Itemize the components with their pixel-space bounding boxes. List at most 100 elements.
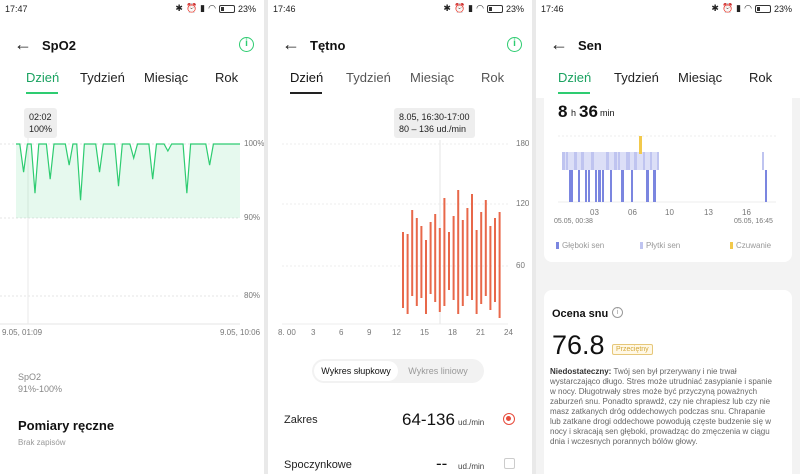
legend-awake-label: Czuwanie — [736, 241, 772, 250]
light-sleep-segment — [574, 152, 577, 170]
sleep-score-card: Ocena snu i 76.8 Przeciętny — [544, 290, 792, 474]
heart-rate-bar — [452, 216, 455, 300]
tab-month[interactable]: Miesiąc — [678, 70, 723, 85]
y-label-90: 90% — [244, 213, 261, 222]
battery-icon — [218, 4, 235, 13]
line-chart-option[interactable]: Wykres liniowy — [408, 366, 468, 376]
heart-rate-bar — [480, 212, 483, 304]
battery-level: 23% — [773, 3, 792, 14]
deep-sleep-segment — [569, 170, 573, 202]
alarm-icon: ⏰ — [453, 3, 466, 13]
x-label-end: 05.05, 16:45 — [734, 218, 773, 225]
status-time: 17:46 — [541, 4, 564, 14]
heart-rate-bar — [434, 214, 437, 302]
heart-rate-bar — [406, 234, 409, 314]
tab-week[interactable]: Tydzień — [614, 70, 659, 85]
range-unit: ud./min — [458, 418, 485, 427]
header-bg — [536, 18, 800, 98]
page-title: Sen — [578, 38, 602, 53]
tab-week[interactable]: Tydzień — [346, 70, 391, 85]
light-sleep-segment — [650, 152, 652, 170]
info-icon[interactable]: i — [507, 37, 522, 52]
back-arrow-icon[interactable]: ← — [550, 34, 568, 54]
heart-rate-bar — [475, 230, 478, 314]
summary-label: SpO2 — [18, 372, 42, 382]
battery-icon — [486, 4, 503, 13]
duration-minutes: 36 — [579, 102, 598, 121]
duration-hours: 8 — [558, 102, 568, 121]
deep-sleep-segment — [588, 170, 590, 202]
x-label-end: 9.05, 10:06 — [220, 328, 261, 337]
heart-rate-bar — [466, 208, 469, 296]
back-arrow-icon[interactable]: ← — [14, 34, 32, 54]
x-label: 21 — [476, 328, 485, 337]
legend-light-swatch — [640, 242, 643, 249]
x-label: 10 — [665, 208, 674, 217]
deep-sleep-segment — [610, 170, 612, 202]
resting-unit: ud./min — [458, 462, 485, 471]
range-radio[interactable] — [503, 413, 515, 425]
awake-segment — [639, 136, 642, 154]
status-time: 17:47 — [5, 4, 28, 14]
range-value: 64-136 — [402, 410, 455, 429]
tab-day[interactable]: Dzień — [290, 70, 324, 85]
heart-rate-bar — [457, 190, 460, 314]
light-sleep-segment — [618, 152, 620, 170]
status-time: 17:46 — [273, 4, 296, 14]
legend-light-label: Płytki sen — [646, 241, 681, 250]
x-labels: 8. 00 3 6 9 12 15 18 21 24 — [268, 328, 532, 338]
battery-icon — [754, 4, 771, 13]
sleep-chart-card: 8 h 36 min 03 06 10 13 16 05.05, 00:38 0… — [544, 96, 792, 262]
resting-checkbox[interactable] — [504, 458, 515, 469]
spo2-area — [16, 144, 240, 218]
x-label: 18 — [448, 328, 457, 337]
header: ← Tętno i — [268, 30, 532, 60]
legend-awake: Czuwanie — [730, 241, 771, 250]
tab-year[interactable]: Rok — [215, 70, 239, 85]
tab-month[interactable]: Miesiąc — [410, 70, 455, 85]
heart-rate-bar — [415, 218, 418, 306]
deep-sleep-segment — [598, 170, 601, 202]
light-sleep-segment — [562, 152, 565, 170]
score-badge: Przeciętny — [612, 344, 653, 355]
manual-title: Pomiary ręczne — [18, 418, 115, 433]
x-label-start: 9.05, 01:09 — [2, 328, 43, 337]
tab-indicator — [558, 92, 590, 94]
deep-sleep-segment — [602, 170, 604, 202]
tab-month[interactable]: Miesiąc — [144, 70, 189, 85]
heart-rate-bar — [402, 232, 404, 308]
tooltip-value: 100% — [29, 124, 53, 134]
deep-sleep-segment — [646, 170, 649, 202]
x-label: 8. 00 — [278, 328, 296, 337]
heart-rate-bar — [425, 240, 427, 314]
summary-value: 91%-100% — [18, 384, 63, 394]
info-icon[interactable]: i — [239, 37, 254, 52]
heart-rate-bar — [411, 210, 414, 296]
heart-rate-bars — [402, 190, 501, 318]
x-label: 13 — [704, 208, 713, 217]
alarm-icon: ⏰ — [721, 3, 734, 13]
score-title: Ocena snu — [552, 308, 609, 320]
sleep-stage-bars — [562, 136, 767, 202]
back-arrow-icon[interactable]: ← — [282, 34, 300, 54]
tab-day[interactable]: Dzień — [558, 70, 592, 85]
y-label-120: 120 — [516, 199, 530, 208]
light-sleep-segment — [634, 152, 637, 170]
score-info-icon[interactable]: i — [612, 307, 623, 318]
x-label: 24 — [504, 328, 513, 337]
heart-rate-screen: 17:46 ✱ ⏰ ▮ ◠ 23% ← Tętno i Dzień Tydzie… — [268, 0, 532, 474]
bar-chart-option[interactable]: Wykres słupkowy — [314, 361, 398, 381]
tab-year[interactable]: Rok — [749, 70, 773, 85]
tab-day[interactable]: Dzień — [26, 70, 60, 85]
duration-minutes-unit: min — [600, 108, 615, 118]
tab-week[interactable]: Tydzień — [80, 70, 125, 85]
spo2-chart — [0, 110, 240, 325]
heart-rate-bar — [484, 200, 487, 296]
bluetooth-icon: ✱ — [711, 3, 719, 13]
resting-label: Spoczynkowe — [284, 459, 352, 471]
tooltip-time: 8.05, 16:30-17:00 — [399, 112, 470, 122]
x-label: 12 — [392, 328, 401, 337]
tab-year[interactable]: Rok — [481, 70, 505, 85]
deep-sleep-segment — [595, 170, 597, 202]
battery-level: 23% — [505, 3, 524, 14]
